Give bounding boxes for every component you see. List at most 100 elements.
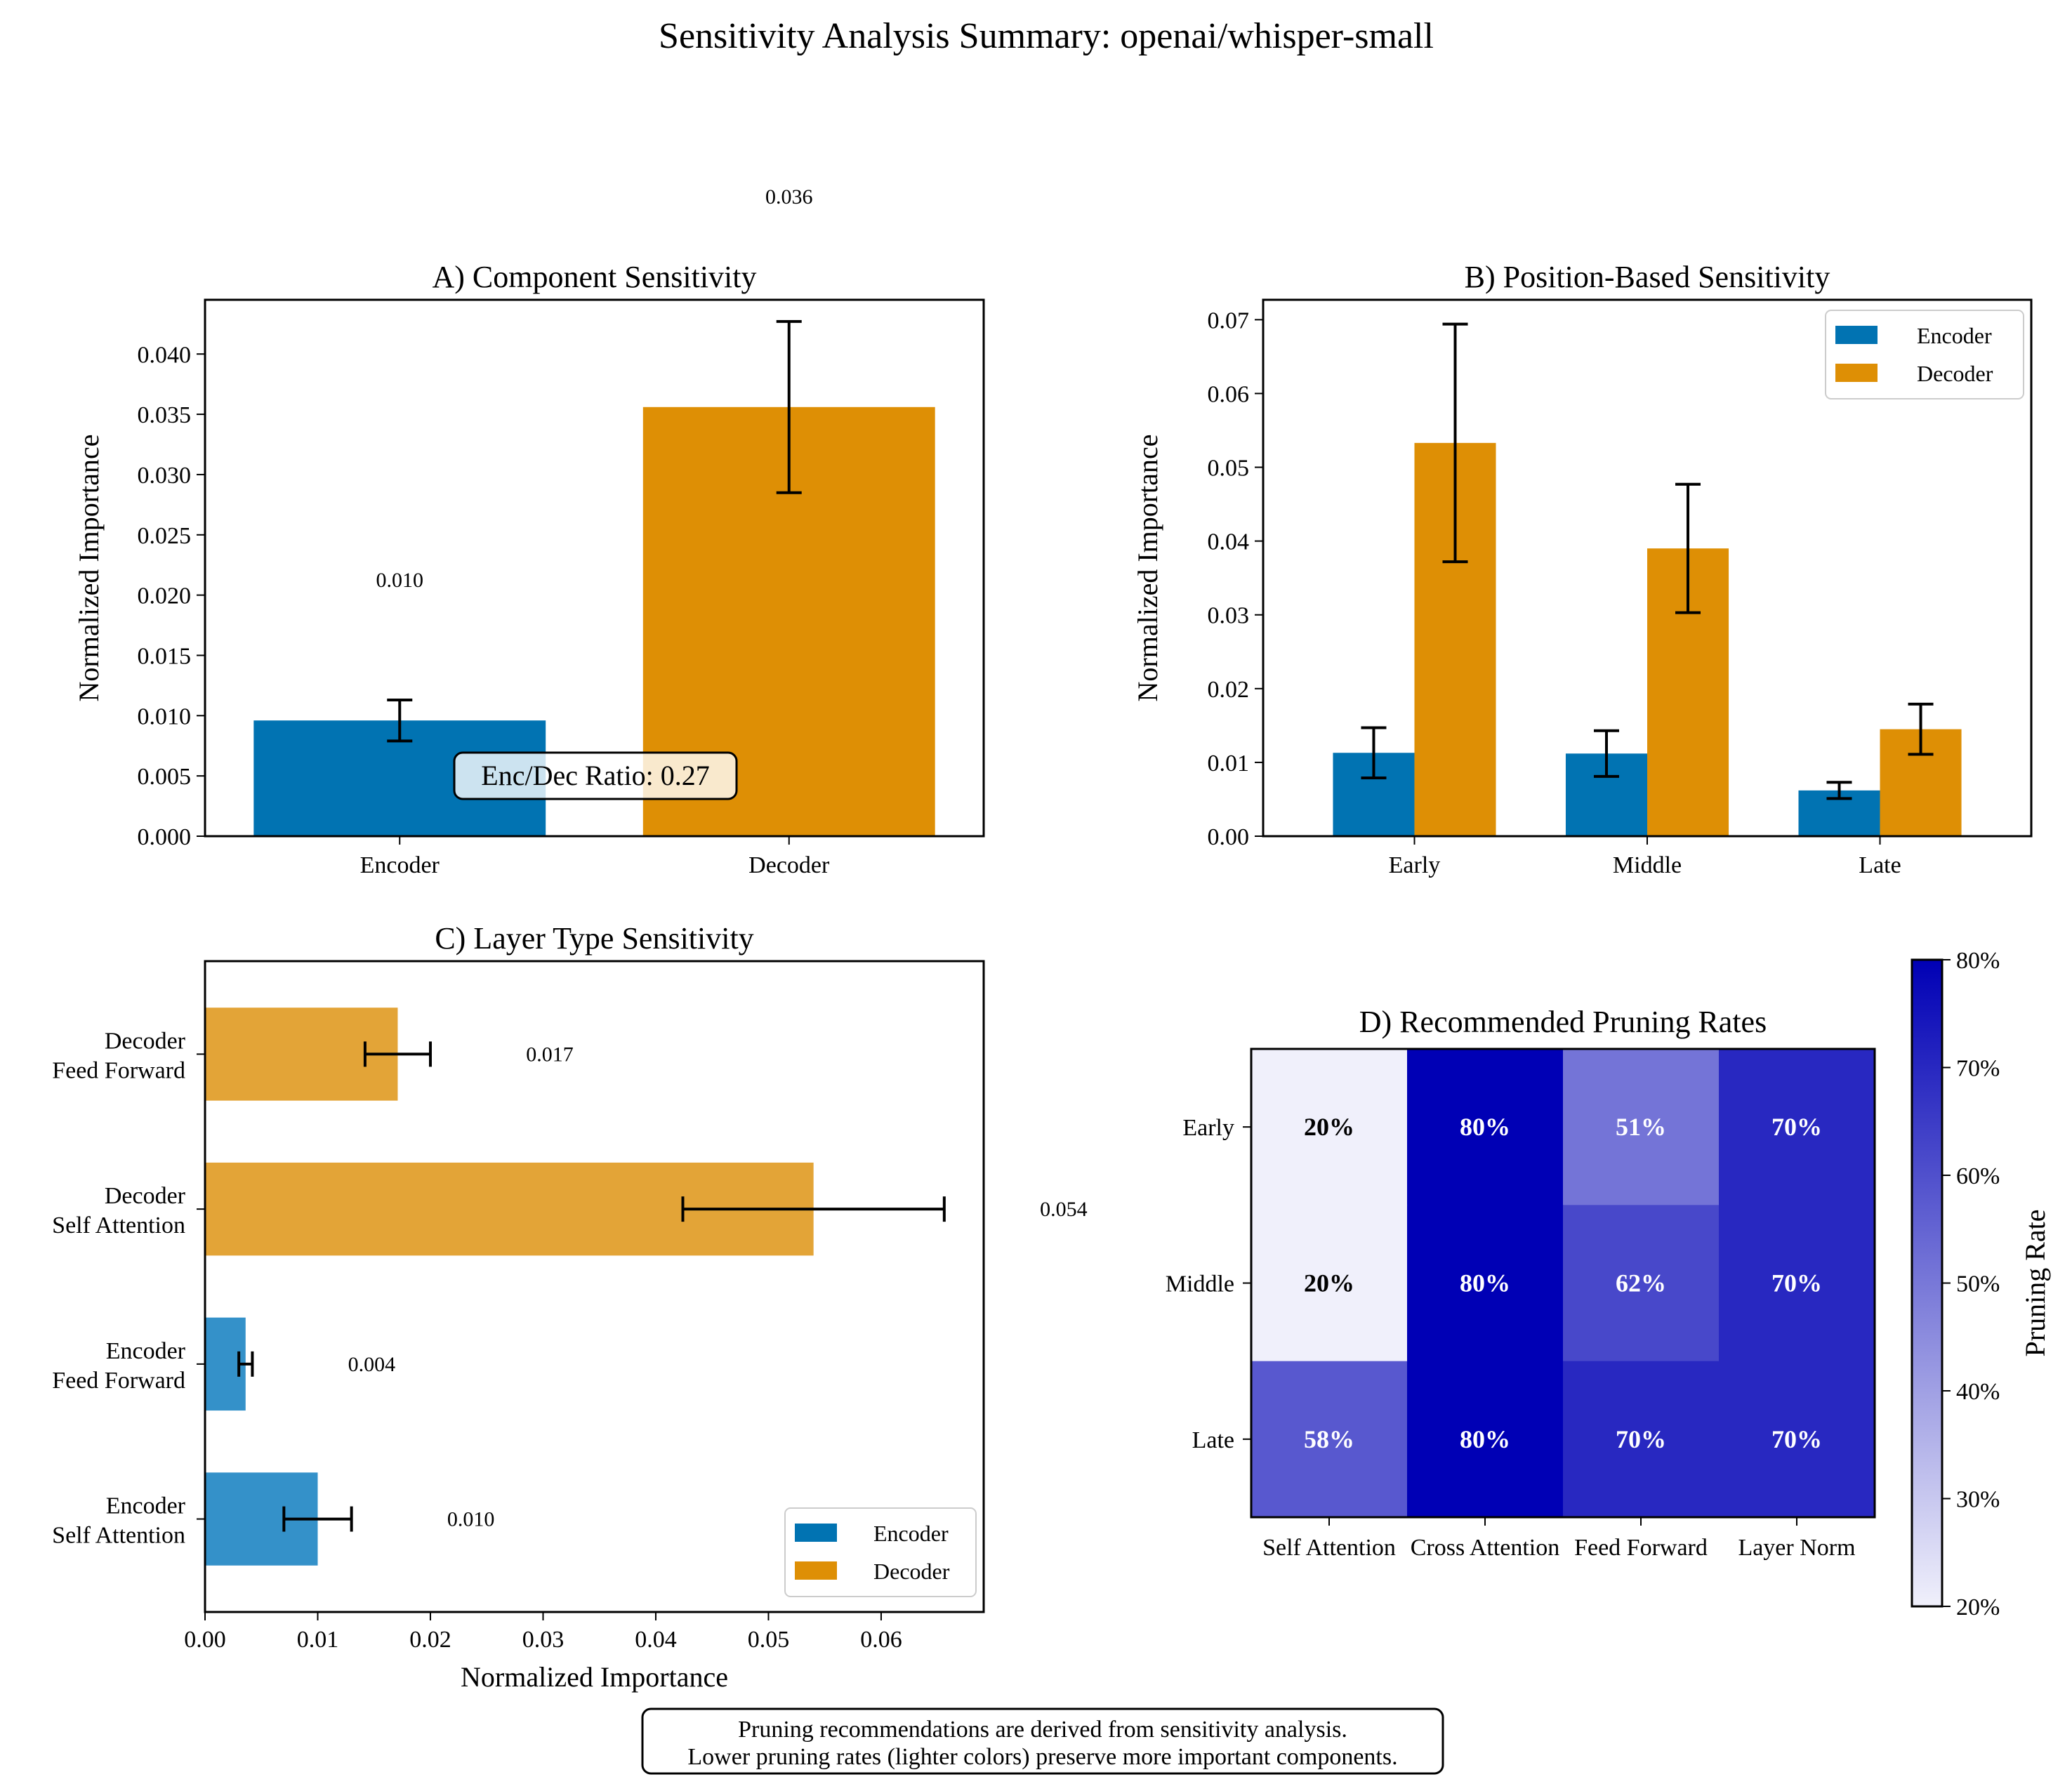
heatmap-value-middle-feed-forward: 62% (1616, 1269, 1666, 1297)
error-bar-decoder-middle (1675, 482, 1701, 614)
heatmap-value-late-self-attention: 58% (1304, 1425, 1354, 1453)
legend-swatch-encoder (795, 1524, 837, 1542)
footnote-line-1: Pruning recommendations are derived from… (738, 1717, 1347, 1743)
value-label-decoder-feed-forward: 0.017 (526, 1043, 574, 1066)
colorbar-tick-label: 80% (1956, 948, 2000, 974)
heatmap-cell-early-feed-forward (1563, 1049, 1720, 1205)
panel-c-layer-type-sensitivity: C) Layer Type Sensitivity 0.010 Encoder Sel… (52, 921, 1087, 1693)
y-tick-label-line2: Feed Forward (52, 1368, 185, 1394)
legend-label-decoder: Decoder (1917, 361, 1993, 386)
error-bar-encoder-self-attention (282, 1506, 353, 1532)
colorbar-label: Pruning Rate (2019, 1210, 2051, 1357)
y-tick-label: 0.01 (1208, 751, 1250, 777)
heatmap-value-late-cross-attention: 80% (1460, 1425, 1510, 1453)
y-tick-label-line1: Encoder (106, 1493, 186, 1519)
ratio-annotation-box (453, 751, 738, 800)
legend-swatch-decoder (795, 1561, 837, 1580)
x-axis-label: Normalized Importance (461, 1661, 728, 1693)
y-axis-label: Normalized Importance (1132, 435, 1163, 702)
x-tick-label: 0.06 (860, 1627, 902, 1653)
value-label-decoder-self-attention: 0.054 (1040, 1198, 1088, 1221)
colorbar-bar (1911, 958, 1944, 1608)
x-tick-label: 0.03 (522, 1627, 565, 1653)
heatmap-cell-middle-feed-forward (1563, 1205, 1720, 1362)
column-label-feed-forward: Feed Forward (1574, 1535, 1708, 1561)
x-tick-label-encoder: Encoder (360, 852, 440, 878)
x-tick-label-middle: Middle (1613, 852, 1682, 878)
y-tick-label: 0.035 (138, 402, 192, 428)
row-label-early: Early (1182, 1115, 1234, 1141)
heatmap-cell-early-self-attention (1251, 1049, 1408, 1205)
ratio-annotation: Enc/Dec Ratio: 0.27 (453, 751, 738, 800)
heatmap-cell-early-cross-attention (1407, 1049, 1564, 1205)
x-tick-label: 0.02 (409, 1627, 451, 1653)
heatmap-value-early-layer-norm: 70% (1771, 1113, 1822, 1141)
colorbar-tick-label: 20% (1956, 1594, 2000, 1620)
y-tick-label: 0.06 (1208, 381, 1250, 407)
error-bar-decoder-self-attention (681, 1196, 946, 1222)
panel-c-title: C) Layer Type Sensitivity (435, 921, 753, 956)
error-bar-encoder-feed-forward (237, 1351, 254, 1377)
heatmap-frame (1250, 1048, 1876, 1519)
panel-a-title: A) Component Sensitivity (433, 260, 757, 294)
y-tick-label-line1: Decoder (105, 1183, 186, 1209)
heatmap-cell-middle-self-attention (1251, 1205, 1408, 1362)
value-label-encoder-feed-forward: 0.004 (348, 1353, 396, 1376)
heatmap-cell-late-self-attention (1251, 1361, 1408, 1518)
error-bar-decoder-early (1442, 322, 1468, 564)
plot-frame (1262, 298, 2033, 838)
heatmap-value-late-feed-forward: 70% (1616, 1425, 1666, 1453)
column-label-self-attention: Self Attention (1262, 1535, 1396, 1561)
y-tick-label: 0.02 (1208, 677, 1250, 703)
y-tick-label: 0.00 (1208, 824, 1250, 850)
plot-frame (204, 298, 985, 838)
value-label-decoder: 0.036 (765, 185, 813, 209)
y-tick-label: 0.005 (138, 764, 192, 790)
legend: Encoder Decoder (784, 1507, 977, 1597)
heatmap-cell-late-cross-attention (1407, 1361, 1564, 1518)
panel-d-title: D) Recommended Pruning Rates (1359, 1005, 1767, 1039)
heatmap-cell-middle-layer-norm (1719, 1205, 1875, 1362)
y-tick-label: 0.020 (138, 583, 192, 609)
colorbar-tick-label: 40% (1956, 1379, 2000, 1405)
row-label-late: Late (1192, 1427, 1234, 1453)
y-tick-label: 0.03 (1208, 603, 1250, 629)
y-tick-label: 0.010 (138, 703, 192, 729)
y-tick-label-line1: Decoder (105, 1028, 186, 1054)
x-tick-label: 0.05 (748, 1627, 790, 1653)
error-bar-decoder-feed-forward (363, 1041, 432, 1067)
footnote-box: Pruning recommendations are derived from… (641, 1707, 1444, 1775)
error-bar-encoder (387, 698, 413, 743)
x-tick-label: 0.04 (635, 1627, 677, 1653)
heatmap-value-early-feed-forward: 51% (1616, 1113, 1666, 1141)
value-label-encoder-self-attention: 0.010 (447, 1508, 495, 1531)
heatmap-cell-middle-cross-attention (1407, 1205, 1564, 1362)
value-label-encoder: 0.010 (376, 569, 424, 592)
plot-frame (204, 960, 985, 1613)
panel-b-title: B) Position-Based Sensitivity (1465, 260, 1830, 294)
legend-label-encoder: Encoder (1917, 323, 1992, 348)
colorbar-tick-label: 30% (1956, 1487, 2000, 1513)
heatmap-value-middle-self-attention: 20% (1304, 1269, 1354, 1297)
y-tick-label-line2: Feed Forward (52, 1057, 185, 1083)
error-bar-encoder-early (1361, 726, 1387, 779)
colorbar-tick-label: 60% (1956, 1163, 2000, 1189)
panel-d-pruning-rates: D) Recommended Pruning Rates 20% 80% 51% 70%… (1166, 948, 2051, 1620)
colorbar-tick-label: 70% (1956, 1056, 2000, 1082)
y-axis-label: Normalized Importance (73, 435, 105, 702)
panel-b-position-sensitivity: B) Position-Based Sensitivity Early Middle… (1132, 260, 2033, 878)
footnote-line-2: Lower pruning rates (lighter colors) pre… (687, 1744, 1397, 1770)
heatmap-value-middle-cross-attention: 80% (1460, 1269, 1510, 1297)
y-tick-label-line2: Self Attention (52, 1523, 185, 1549)
colorbar-tick-label: 50% (1956, 1271, 2000, 1297)
y-tick-label-line1: Encoder (106, 1338, 186, 1364)
legend-swatch-encoder (1835, 326, 1878, 344)
row-label-middle: Middle (1166, 1271, 1234, 1297)
x-tick-label-decoder: Decoder (748, 852, 830, 878)
legend: Encoder Decoder (1825, 310, 2024, 399)
y-tick-label: 0.015 (138, 643, 192, 669)
heatmap-value-early-cross-attention: 80% (1460, 1113, 1510, 1141)
legend-label-encoder: Encoder (873, 1521, 949, 1546)
x-tick-label: 0.00 (184, 1627, 226, 1653)
